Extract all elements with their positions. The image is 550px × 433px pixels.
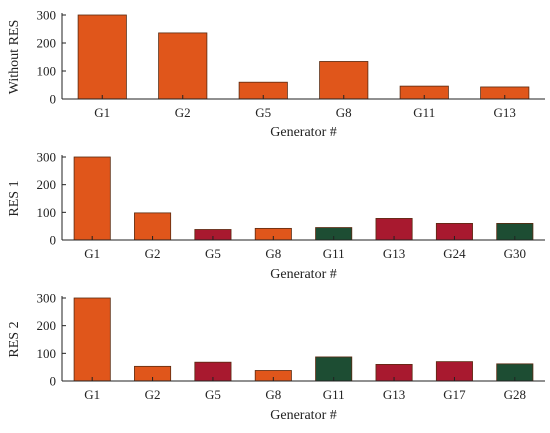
x-tick-label: G2: [175, 105, 191, 120]
chart-panel-1: 0 100 200 300 G1 G2 G5 G8 G11 G13 Generator # Witho…: [7, 8, 545, 140]
y-tick-label: 0: [50, 374, 57, 389]
y-axis-title: RES 1: [7, 180, 22, 216]
x-tick-label: G17: [443, 387, 466, 402]
x-tick-label: G5: [205, 387, 221, 402]
x-tick-label: G13: [383, 246, 405, 261]
x-tick-label: G1: [84, 246, 100, 261]
y-tick-label: 200: [37, 36, 57, 51]
bar-g1: [73, 297, 111, 382]
bar-g1: [77, 14, 127, 100]
y-tick-label: 100: [37, 205, 57, 220]
y-tick-label: 0: [50, 92, 57, 107]
bar-g2: [134, 212, 172, 241]
x-tick-label: G5: [205, 246, 221, 261]
x-axis-title: Generator #: [270, 267, 336, 282]
y-tick-label: 0: [50, 233, 57, 248]
x-tick-label: G24: [443, 246, 466, 261]
x-tick-label: G13: [494, 105, 516, 120]
bar-g2: [158, 32, 208, 100]
x-tick-label: G8: [265, 246, 281, 261]
y-axis-title: RES 2: [7, 321, 22, 357]
chart-panel-2: 0 100 200 300 G1 G2 G5 G8 G11 G13 G24 G30 Generator …: [7, 150, 545, 282]
y-axis-title: Without RES: [7, 20, 22, 95]
y-tick-label: 300: [37, 150, 57, 165]
y-tick-label: 100: [37, 64, 57, 79]
y-tick-label: 100: [37, 346, 57, 361]
x-tick-label: G8: [336, 105, 352, 120]
x-axis-title: Generator #: [270, 125, 336, 140]
y-tick-label: 200: [37, 177, 57, 192]
x-tick-label: G2: [145, 387, 161, 402]
bar-g11: [315, 356, 353, 382]
bar-g1: [73, 156, 111, 241]
x-tick-label: G11: [323, 387, 345, 402]
y-tick-label: 300: [37, 291, 57, 306]
y-tick-label: 300: [37, 8, 57, 23]
x-tick-label: G2: [145, 246, 161, 261]
x-tick-label: G1: [94, 105, 110, 120]
x-tick-label: G28: [504, 387, 526, 402]
x-tick-label: G1: [84, 387, 100, 402]
x-tick-label: G13: [383, 387, 405, 402]
y-tick-label: 200: [37, 318, 57, 333]
x-tick-label: G8: [265, 387, 281, 402]
x-tick-label: G11: [323, 246, 345, 261]
x-axis-title: Generator #: [270, 408, 336, 423]
x-tick-label: G30: [504, 246, 526, 261]
x-tick-label: G11: [413, 105, 435, 120]
chart-panel-3: 0 100 200 300 G1 G2 G5 G8 G11 G13 G17 G28 Generator …: [7, 291, 545, 423]
x-tick-label: G5: [255, 105, 271, 120]
bar-g8: [319, 61, 369, 100]
